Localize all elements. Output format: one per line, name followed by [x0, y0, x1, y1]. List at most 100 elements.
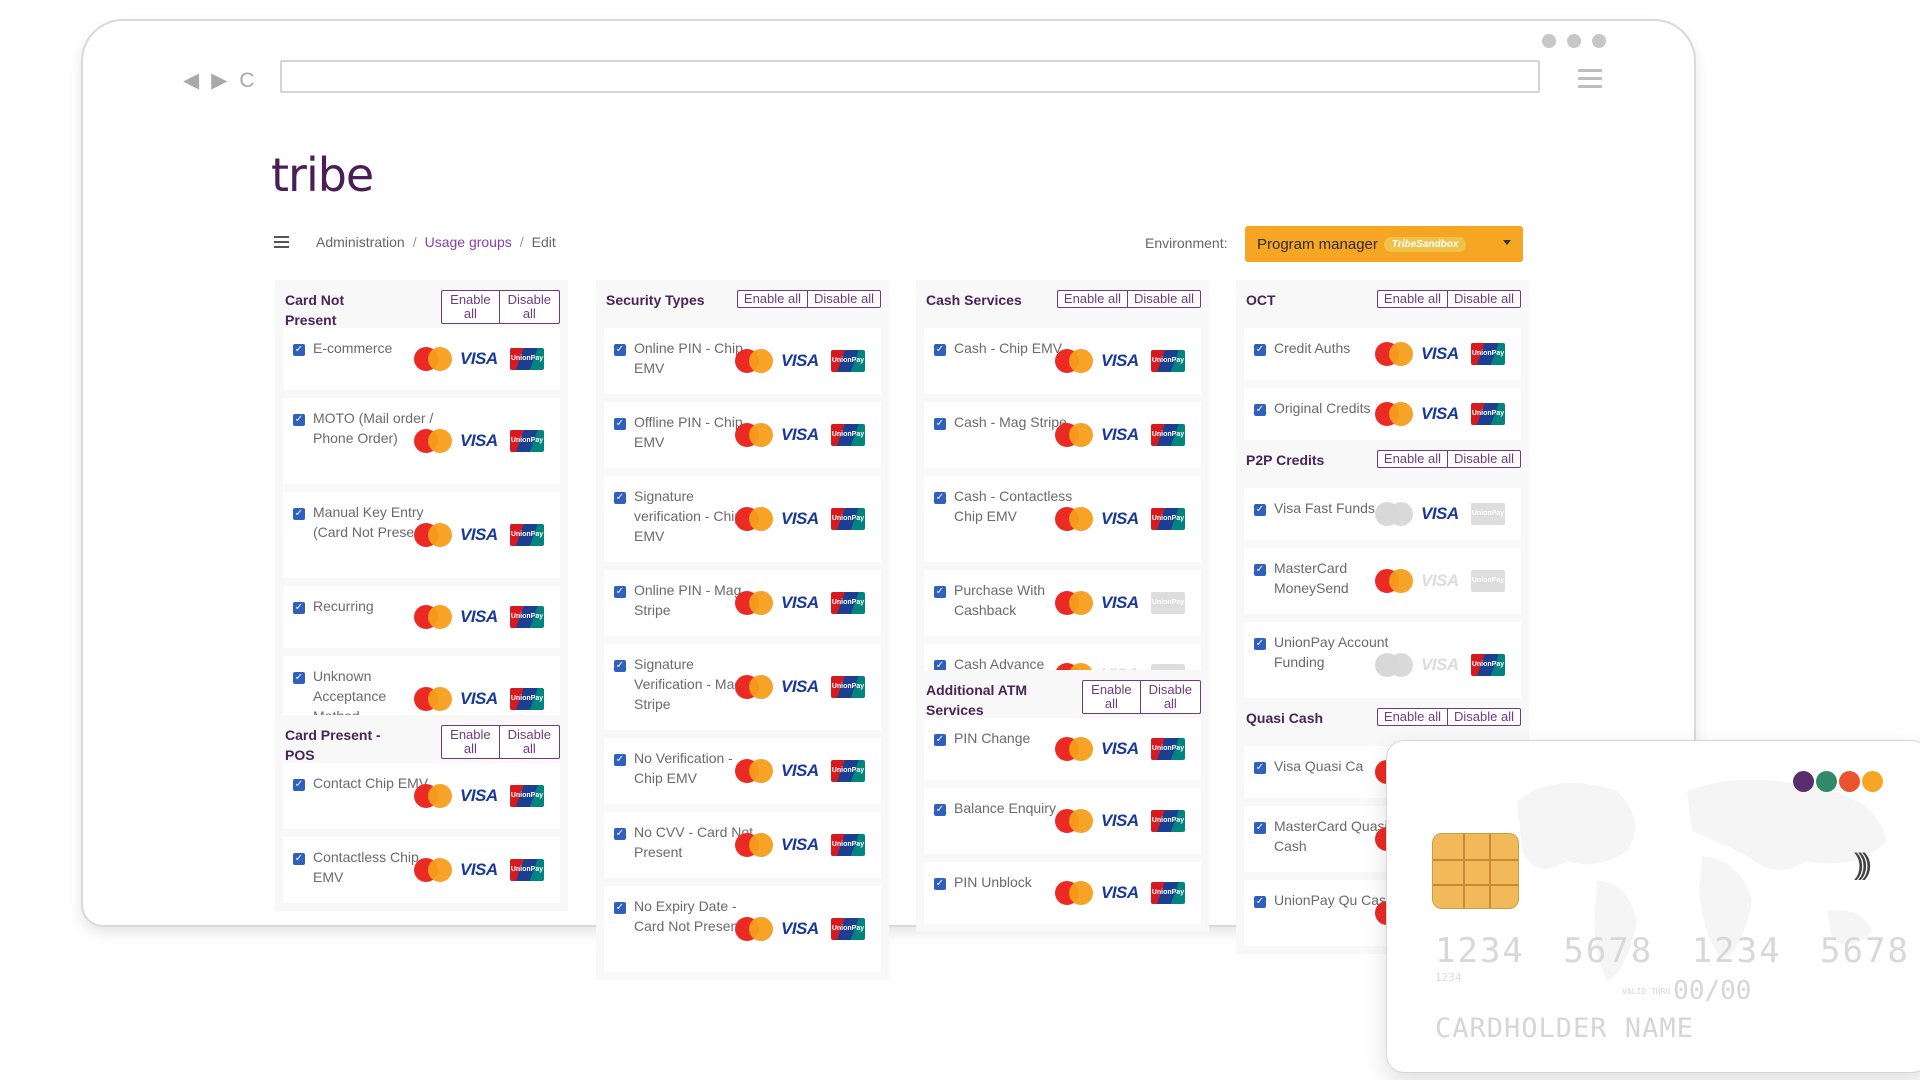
row-checkbox[interactable]: ✓ [1254, 504, 1266, 516]
row-checkbox[interactable]: ✓ [934, 734, 946, 746]
visa-icon[interactable]: VISA [1421, 655, 1459, 674]
row-checkbox[interactable]: ✓ [293, 344, 305, 356]
row-checkbox[interactable]: ✓ [1254, 638, 1266, 650]
visa-icon[interactable]: VISA [1421, 504, 1459, 523]
unionpay-icon[interactable]: UnionPay [1151, 592, 1185, 614]
unionpay-icon[interactable]: UnionPay [1471, 343, 1505, 365]
mastercard-icon[interactable] [1055, 423, 1093, 447]
row-checkbox[interactable]: ✓ [293, 779, 305, 791]
unionpay-icon[interactable]: UnionPay [1151, 508, 1185, 530]
row-checkbox[interactable]: ✓ [614, 902, 626, 914]
row-checkbox[interactable]: ✓ [614, 754, 626, 766]
mastercard-icon[interactable] [1375, 402, 1413, 426]
unionpay-icon[interactable]: UnionPay [1151, 810, 1185, 832]
mastercard-icon[interactable] [735, 423, 773, 447]
mastercard-icon[interactable] [1375, 342, 1413, 366]
mastercard-icon[interactable] [1055, 737, 1093, 761]
reload-icon[interactable]: C [239, 69, 255, 92]
row-checkbox[interactable]: ✓ [1254, 762, 1266, 774]
visa-icon[interactable]: VISA [781, 919, 819, 938]
window-dot[interactable] [1542, 34, 1556, 48]
mastercard-icon[interactable] [1375, 569, 1413, 593]
row-checkbox[interactable]: ✓ [934, 492, 946, 504]
unionpay-icon[interactable]: UnionPay [1151, 882, 1185, 904]
unionpay-icon[interactable]: UnionPay [510, 688, 544, 710]
enable-all-button[interactable]: Enable all [1383, 451, 1442, 466]
mastercard-icon[interactable] [735, 833, 773, 857]
visa-icon[interactable]: VISA [781, 593, 819, 612]
disable-all-button[interactable]: Disable all [1139, 681, 1200, 713]
unionpay-icon[interactable]: UnionPay [510, 524, 544, 546]
enable-all-button[interactable]: Enable all [442, 726, 498, 758]
visa-icon[interactable]: VISA [460, 689, 498, 708]
unionpay-icon[interactable]: UnionPay [1471, 570, 1505, 592]
forward-icon[interactable]: ▶ [211, 69, 228, 92]
visa-icon[interactable]: VISA [460, 525, 498, 544]
unionpay-icon[interactable]: UnionPay [1151, 350, 1185, 372]
enable-all-button[interactable]: Enable all [1083, 681, 1139, 713]
row-checkbox[interactable]: ✓ [934, 586, 946, 598]
visa-icon[interactable]: VISA [460, 431, 498, 450]
row-checkbox[interactable]: ✓ [934, 878, 946, 890]
row-checkbox[interactable]: ✓ [614, 828, 626, 840]
visa-icon[interactable]: VISA [1101, 739, 1139, 758]
enable-all-button[interactable]: Enable all [442, 291, 498, 323]
mastercard-icon[interactable] [1055, 809, 1093, 833]
row-checkbox[interactable]: ✓ [1254, 564, 1266, 576]
mastercard-icon[interactable] [1055, 349, 1093, 373]
breadcrumb-administration[interactable]: Administration [316, 234, 405, 250]
mastercard-icon[interactable] [735, 675, 773, 699]
row-checkbox[interactable]: ✓ [614, 492, 626, 504]
visa-icon[interactable]: VISA [781, 351, 819, 370]
unionpay-icon[interactable]: UnionPay [510, 606, 544, 628]
mastercard-icon[interactable] [414, 858, 452, 882]
visa-icon[interactable]: VISA [781, 509, 819, 528]
unionpay-icon[interactable]: UnionPay [831, 592, 865, 614]
disable-all-button[interactable]: Disable all [1447, 451, 1520, 467]
window-dot[interactable] [1592, 34, 1606, 48]
unionpay-icon[interactable]: UnionPay [1471, 403, 1505, 425]
visa-icon[interactable]: VISA [781, 677, 819, 696]
unionpay-icon[interactable]: UnionPay [1471, 503, 1505, 525]
visa-icon[interactable]: VISA [781, 835, 819, 854]
unionpay-icon[interactable]: UnionPay [510, 785, 544, 807]
disable-all-button[interactable]: Disable all [1447, 291, 1520, 307]
mastercard-icon[interactable] [414, 784, 452, 808]
unionpay-icon[interactable]: UnionPay [831, 760, 865, 782]
unionpay-icon[interactable]: UnionPay [831, 350, 865, 372]
visa-icon[interactable]: VISA [1101, 593, 1139, 612]
enable-all-button[interactable]: Enable all [1383, 709, 1442, 724]
visa-icon[interactable]: VISA [1101, 509, 1139, 528]
unionpay-icon[interactable]: UnionPay [1151, 738, 1185, 760]
unionpay-icon[interactable]: UnionPay [510, 859, 544, 881]
unionpay-icon[interactable]: UnionPay [1151, 424, 1185, 446]
disable-all-button[interactable]: Disable all [498, 726, 559, 758]
address-bar[interactable] [280, 60, 1540, 93]
disable-all-button[interactable]: Disable all [1447, 709, 1520, 725]
visa-icon[interactable]: VISA [781, 761, 819, 780]
disable-all-button[interactable]: Disable all [498, 291, 559, 323]
unionpay-icon[interactable]: UnionPay [831, 834, 865, 856]
row-checkbox[interactable]: ✓ [1254, 822, 1266, 834]
window-dot[interactable] [1567, 34, 1581, 48]
visa-icon[interactable]: VISA [460, 786, 498, 805]
mastercard-icon[interactable] [414, 347, 452, 371]
mastercard-icon[interactable] [735, 591, 773, 615]
row-checkbox[interactable]: ✓ [614, 344, 626, 356]
row-checkbox[interactable]: ✓ [934, 344, 946, 356]
mastercard-icon[interactable] [735, 349, 773, 373]
row-checkbox[interactable]: ✓ [293, 672, 305, 684]
visa-icon[interactable]: VISA [1101, 425, 1139, 444]
disable-all-button[interactable]: Disable all [1127, 291, 1200, 307]
row-checkbox[interactable]: ✓ [293, 414, 305, 426]
disable-all-button[interactable]: Disable all [807, 291, 880, 307]
row-checkbox[interactable]: ✓ [614, 586, 626, 598]
row-checkbox[interactable]: ✓ [1254, 404, 1266, 416]
row-checkbox[interactable]: ✓ [934, 418, 946, 430]
row-checkbox[interactable]: ✓ [614, 418, 626, 430]
mastercard-icon[interactable] [414, 687, 452, 711]
mastercard-icon[interactable] [1055, 591, 1093, 615]
browser-menu-icon[interactable] [1578, 69, 1602, 88]
mastercard-icon[interactable] [1375, 502, 1413, 526]
mastercard-icon[interactable] [414, 429, 452, 453]
